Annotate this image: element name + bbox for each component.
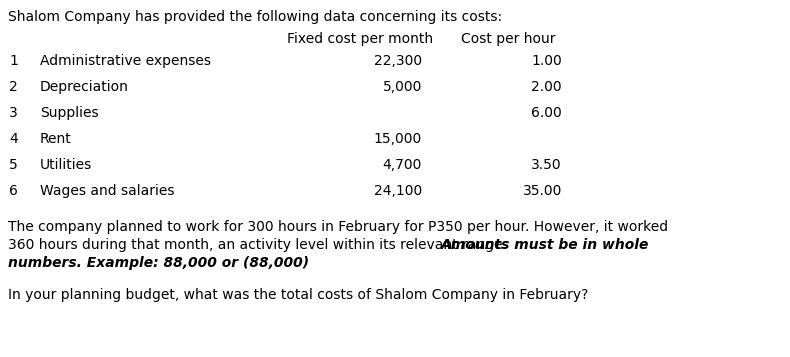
Text: Rent: Rent (40, 132, 72, 146)
Text: 15,000: 15,000 (374, 132, 422, 146)
Text: In your planning budget, what was the total costs of Shalom Company in February?: In your planning budget, what was the to… (8, 288, 589, 302)
Text: Amounts must be in whole: Amounts must be in whole (441, 238, 649, 252)
Text: 3.50: 3.50 (532, 158, 562, 172)
Text: Utilities: Utilities (40, 158, 92, 172)
Text: 2.00: 2.00 (532, 80, 562, 94)
Text: The company planned to work for 300 hours in February for P350 per hour. However: The company planned to work for 300 hour… (8, 220, 668, 234)
Text: 24,100: 24,100 (374, 184, 422, 198)
Text: 4: 4 (9, 132, 18, 146)
Text: 6: 6 (9, 184, 18, 198)
Text: 4,700: 4,700 (382, 158, 422, 172)
Text: 5,000: 5,000 (382, 80, 422, 94)
Text: 22,300: 22,300 (374, 54, 422, 68)
Text: 35.00: 35.00 (523, 184, 562, 198)
Text: 3: 3 (9, 106, 18, 120)
Text: Shalom Company has provided the following data concerning its costs:: Shalom Company has provided the followin… (8, 10, 502, 24)
Text: Supplies: Supplies (40, 106, 99, 120)
Text: 1: 1 (9, 54, 18, 68)
Text: Depreciation: Depreciation (40, 80, 129, 94)
Text: 6.00: 6.00 (531, 106, 562, 120)
Text: Cost per hour: Cost per hour (461, 32, 555, 46)
Text: 2: 2 (9, 80, 18, 94)
Text: 5: 5 (9, 158, 18, 172)
Text: Wages and salaries: Wages and salaries (40, 184, 175, 198)
Text: Fixed cost per month: Fixed cost per month (287, 32, 433, 46)
Text: numbers. Example: 88,000 or (88,000): numbers. Example: 88,000 or (88,000) (8, 256, 309, 270)
Text: 1.00: 1.00 (531, 54, 562, 68)
Text: Administrative expenses: Administrative expenses (40, 54, 211, 68)
Text: 360 hours during that month, an activity level within its relevant range.: 360 hours during that month, an activity… (8, 238, 511, 252)
